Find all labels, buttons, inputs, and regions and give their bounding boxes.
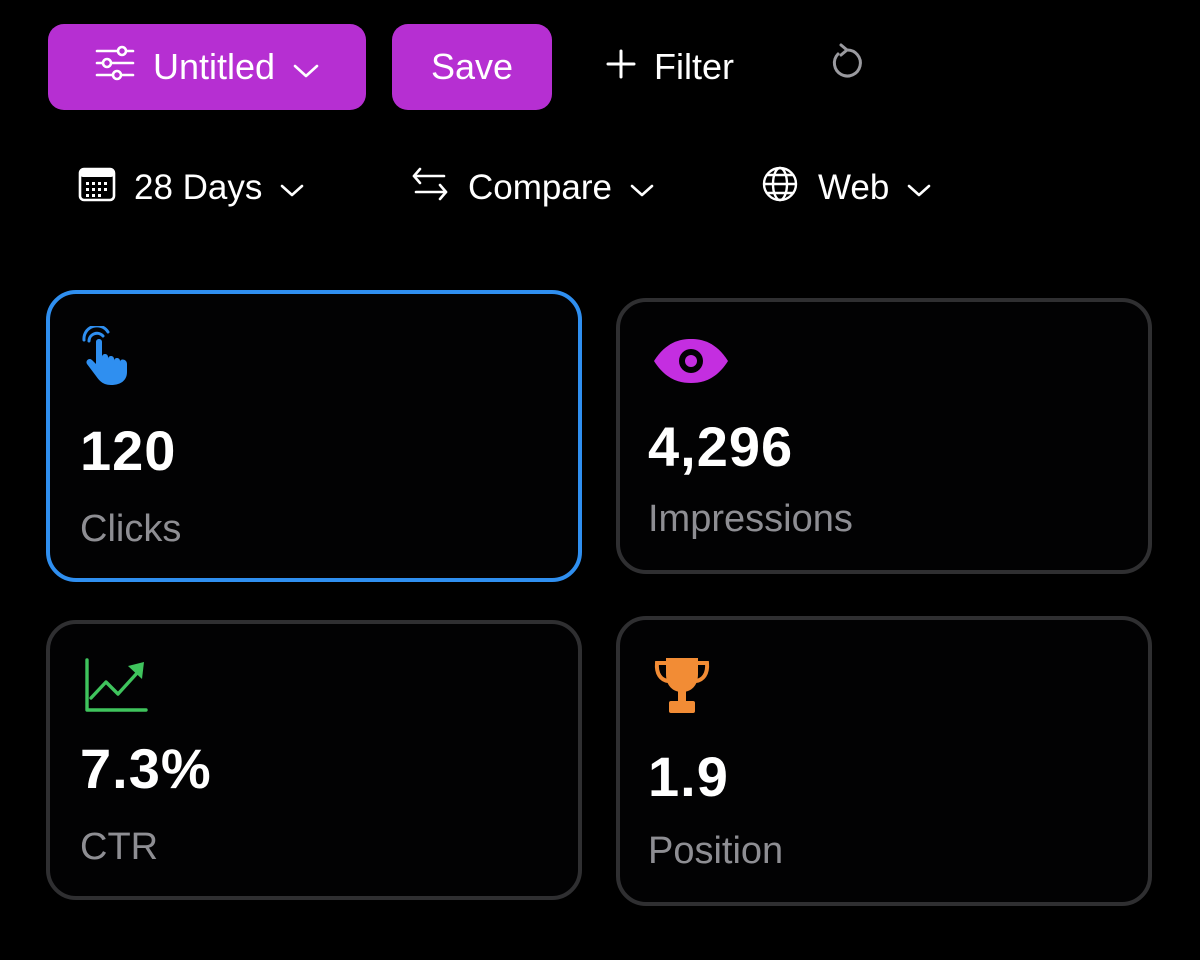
platform-label: Web: [818, 168, 890, 207]
metric-card-ctr[interactable]: 7.3% CTR: [46, 620, 582, 900]
view-selector-button[interactable]: Untitled: [48, 24, 366, 110]
ctr-label: CTR: [80, 826, 159, 868]
globe-icon: [760, 164, 800, 213]
chevron-down-icon: [293, 46, 319, 88]
impressions-value: 4,296: [648, 415, 794, 478]
date-range-dropdown[interactable]: 28 Days: [78, 160, 304, 216]
chevron-down-icon: [280, 168, 304, 208]
eye-icon: [652, 338, 730, 389]
add-filter-button[interactable]: Filter: [606, 24, 734, 110]
date-range-label: 28 Days: [134, 168, 263, 207]
calendar-icon: [78, 166, 116, 211]
metric-card-clicks[interactable]: 120 Clicks: [46, 290, 582, 582]
plus-icon: [606, 46, 636, 88]
filter-label: Filter: [654, 46, 734, 87]
compare-label: Compare: [468, 168, 612, 207]
trending-up-icon: [84, 658, 148, 719]
trophy-icon: [652, 654, 712, 721]
clicks-value: 120: [80, 419, 177, 482]
platform-dropdown[interactable]: Web: [760, 160, 931, 216]
swap-arrows-icon: [410, 164, 450, 213]
tap-hand-icon: [80, 324, 138, 391]
refresh-icon: [827, 43, 867, 92]
chevron-down-icon: [907, 168, 931, 208]
save-button[interactable]: Save: [392, 24, 552, 110]
position-label: Position: [648, 830, 784, 872]
compare-dropdown[interactable]: Compare: [410, 160, 654, 216]
sliders-icon: [95, 45, 135, 90]
clicks-label: Clicks: [80, 508, 182, 550]
ctr-value: 7.3%: [80, 737, 212, 800]
view-selector-label: Untitled: [152, 46, 276, 87]
metric-card-impressions[interactable]: 4,296 Impressions: [616, 298, 1152, 574]
position-value: 1.9: [648, 745, 729, 808]
metric-card-position[interactable]: 1.9 Position: [616, 616, 1152, 906]
chevron-down-icon: [630, 168, 654, 208]
impressions-label: Impressions: [648, 498, 853, 540]
reset-button[interactable]: [824, 43, 870, 92]
